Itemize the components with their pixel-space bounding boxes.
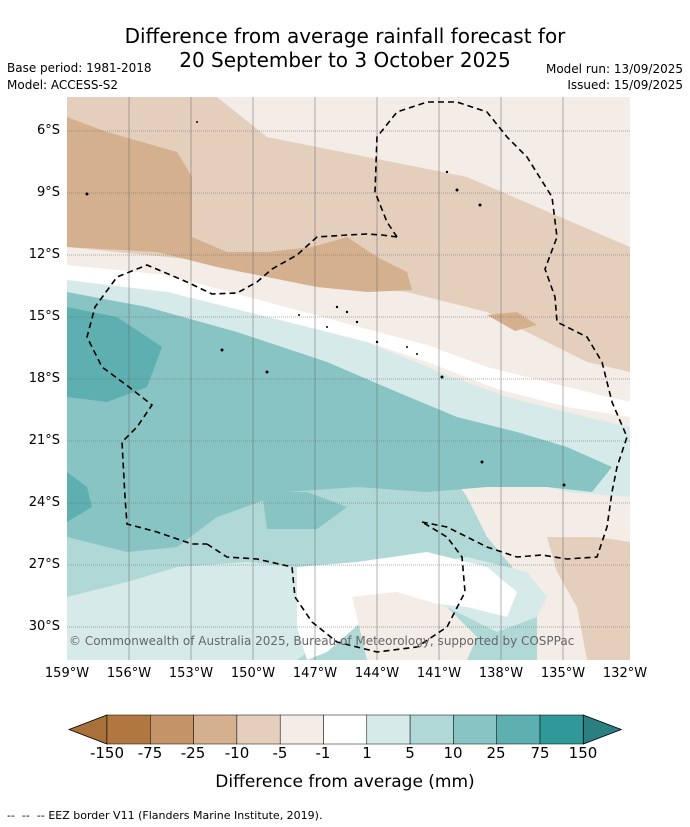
lat-label-6s: 6°S	[36, 123, 60, 138]
issued-date: Issued: 15/09/2025	[567, 78, 683, 92]
cbar-label-10: 10	[443, 744, 463, 762]
cbar-label-neg10: -10	[224, 744, 250, 762]
lon-label-132w: 132°W	[602, 666, 648, 681]
lon-label-141w: 141°W	[416, 666, 462, 681]
rainfall-anomaly-map	[67, 97, 630, 660]
dry-zone-strong	[67, 117, 412, 292]
colorbar	[67, 714, 623, 745]
cbar-label-neg1: -1	[315, 744, 331, 762]
eez-border-marquesas	[374, 101, 628, 560]
lon-label-159w: 159°W	[44, 666, 90, 681]
map-copyright: © Commonwealth of Australia 2025, Bureau…	[69, 634, 575, 648]
lon-label-144w: 144°W	[354, 666, 400, 681]
lon-label-135w: 135°W	[540, 666, 586, 681]
colorbar-extend-low	[67, 714, 108, 745]
eez-legend: -- -- -- EEZ border V11 (Flanders Marine…	[7, 809, 322, 822]
colorbar-segment-5	[279, 714, 324, 745]
cbar-label-neg150: -150	[89, 744, 125, 762]
base-period: Base period: 1981-2018	[7, 61, 152, 75]
colorbar-segment-7	[366, 714, 411, 745]
lat-label-30s: 30°S	[28, 619, 60, 634]
lon-label-156w: 156°W	[106, 666, 152, 681]
eez-border-southern	[206, 521, 466, 653]
wet-zone-strong-central	[262, 492, 347, 529]
colorbar-segment-3	[193, 714, 238, 745]
cbar-label-75: 75	[530, 744, 550, 762]
eez-legend-line: -- -- --	[7, 809, 49, 822]
colorbar-segment-8	[409, 714, 454, 745]
wet-zone-strong-west	[67, 307, 162, 402]
southeast-dry-medium	[547, 537, 630, 660]
cbar-label-25: 25	[486, 744, 506, 762]
colorbar-segment-11	[539, 714, 584, 745]
cbar-label-neg75: -75	[137, 744, 163, 762]
lat-label-18s: 18°S	[28, 371, 60, 386]
lat-label-15s: 15°S	[28, 309, 60, 324]
lon-label-138w: 138°W	[478, 666, 524, 681]
lon-label-150w: 150°W	[230, 666, 276, 681]
lon-label-147w: 147°W	[292, 666, 338, 681]
eez-borders	[86, 101, 628, 653]
lat-label-27s: 27°S	[28, 557, 60, 572]
colorbar-extend-high	[582, 714, 623, 745]
colorbar-segment-10	[496, 714, 541, 745]
lat-label-24s: 24°S	[28, 495, 60, 510]
map-canvas	[67, 97, 630, 660]
colorbar-segment-9	[453, 714, 497, 745]
cbar-label-5: 5	[405, 744, 415, 762]
colorbar-segment-4	[236, 714, 281, 745]
lat-label-9s: 9°S	[36, 185, 60, 200]
cbar-label-1: 1	[362, 744, 372, 762]
colorbar-segment-6	[323, 714, 368, 745]
title-line-2: 20 September to 3 October 2025	[179, 48, 511, 72]
south-neutral	[297, 552, 517, 660]
colorbar-segment-2	[150, 714, 194, 745]
model-run: Model run: 13/09/2025	[545, 62, 683, 76]
model-name: Model: ACCESS-S2	[7, 78, 119, 92]
cbar-label-neg5: -5	[272, 744, 288, 762]
cbar-label-neg25: -25	[180, 744, 206, 762]
wet-zone-strong-southwest	[67, 472, 92, 522]
lat-label-12s: 12°S	[28, 247, 60, 262]
south-dry-patch	[352, 592, 477, 660]
dry-zone-medium	[67, 97, 630, 372]
wet-zone-moderate	[67, 292, 612, 552]
lon-label-153w: 153°W	[168, 666, 214, 681]
cbar-label-150: 150	[568, 744, 598, 762]
islands	[85, 121, 566, 487]
map-gridlines	[67, 97, 630, 660]
eez-border-northern-islands	[86, 233, 398, 545]
title-line-1: Difference from average rainfall forecas…	[124, 24, 566, 48]
colorbar-segment-1	[106, 714, 151, 745]
eez-legend-text: EEZ border V11 (Flanders Marine Institut…	[48, 809, 323, 822]
colorbar-title: Difference from average (mm)	[215, 772, 475, 792]
lat-label-21s: 21°S	[28, 433, 60, 448]
